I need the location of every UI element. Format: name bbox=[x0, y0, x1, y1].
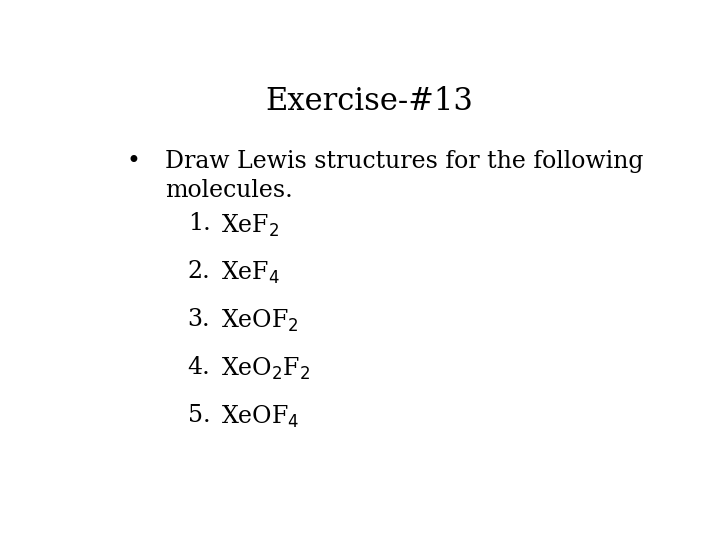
Text: Draw Lewis structures for the following: Draw Lewis structures for the following bbox=[166, 150, 644, 173]
Text: 4.: 4. bbox=[188, 356, 210, 379]
Text: XeOF$_{4}$: XeOF$_{4}$ bbox=[221, 404, 300, 430]
Text: 2.: 2. bbox=[188, 260, 210, 283]
Text: XeO$_{2}$F$_{2}$: XeO$_{2}$F$_{2}$ bbox=[221, 356, 310, 382]
Text: XeF$_{4}$: XeF$_{4}$ bbox=[221, 260, 280, 286]
Text: 3.: 3. bbox=[188, 308, 210, 331]
Text: molecules.: molecules. bbox=[166, 179, 293, 202]
Text: Exercise-#13: Exercise-#13 bbox=[265, 85, 473, 117]
Text: 1.: 1. bbox=[188, 212, 210, 235]
Text: XeF$_{2}$: XeF$_{2}$ bbox=[221, 212, 279, 239]
Text: •: • bbox=[126, 150, 140, 173]
Text: XeOF$_{2}$: XeOF$_{2}$ bbox=[221, 308, 299, 334]
Text: 5.: 5. bbox=[188, 404, 210, 427]
